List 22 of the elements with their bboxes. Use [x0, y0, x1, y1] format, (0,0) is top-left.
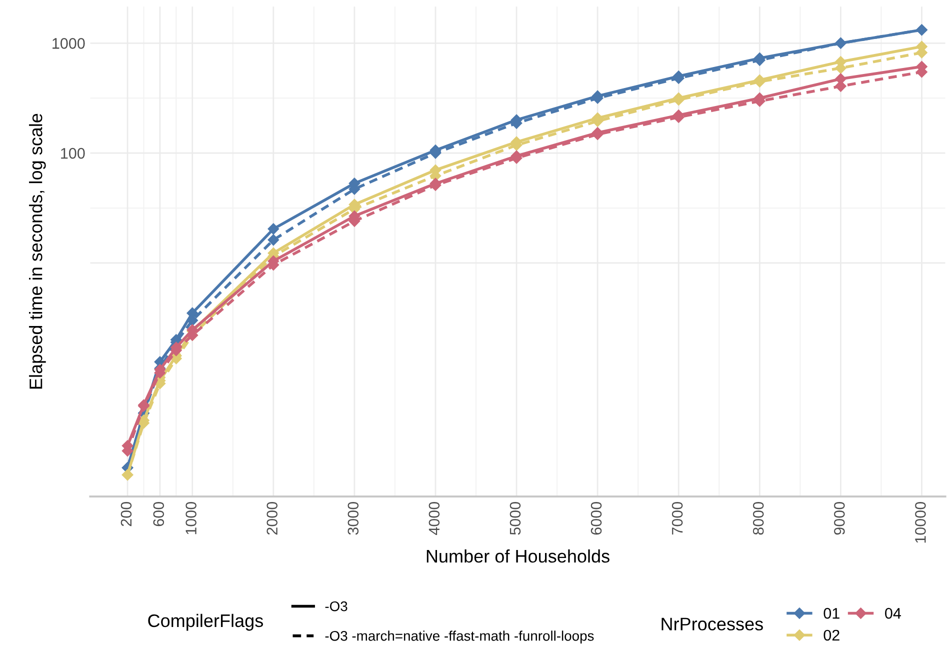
- x-tick-label: 8000: [752, 502, 764, 535]
- legend-label: 01: [824, 608, 840, 619]
- x-tick-label: 5000: [510, 502, 521, 535]
- x-tick-label: 2000: [266, 502, 278, 535]
- text: CompilerFlags: [148, 614, 263, 631]
- text: -O3: [325, 601, 348, 612]
- x-tick-label: 1000: [186, 502, 196, 534]
- x-axis-title: Number of Households: [426, 549, 610, 563]
- y-axis-title: Elapsed time in seconds, log scale: [29, 114, 46, 389]
- x-tick-label: 600: [153, 502, 164, 526]
- y-tick-label: 100: [61, 148, 85, 159]
- x-tick-label: 4000: [428, 502, 440, 535]
- x-tick-label: 6000: [590, 502, 602, 535]
- legend-label: 04: [885, 608, 901, 619]
- x-tick-label: 7000: [672, 502, 683, 535]
- x-tick-label: 9000: [834, 502, 845, 535]
- legend-label: 02: [824, 630, 840, 641]
- x-tick-label: 200: [120, 502, 132, 526]
- text: NrProcesses: [662, 618, 763, 630]
- text: -O3 -march=native -ffast-math -funroll-loops: [325, 630, 594, 644]
- x-tick-label: 10000: [915, 502, 926, 543]
- x-tick-label: 3000: [348, 502, 359, 535]
